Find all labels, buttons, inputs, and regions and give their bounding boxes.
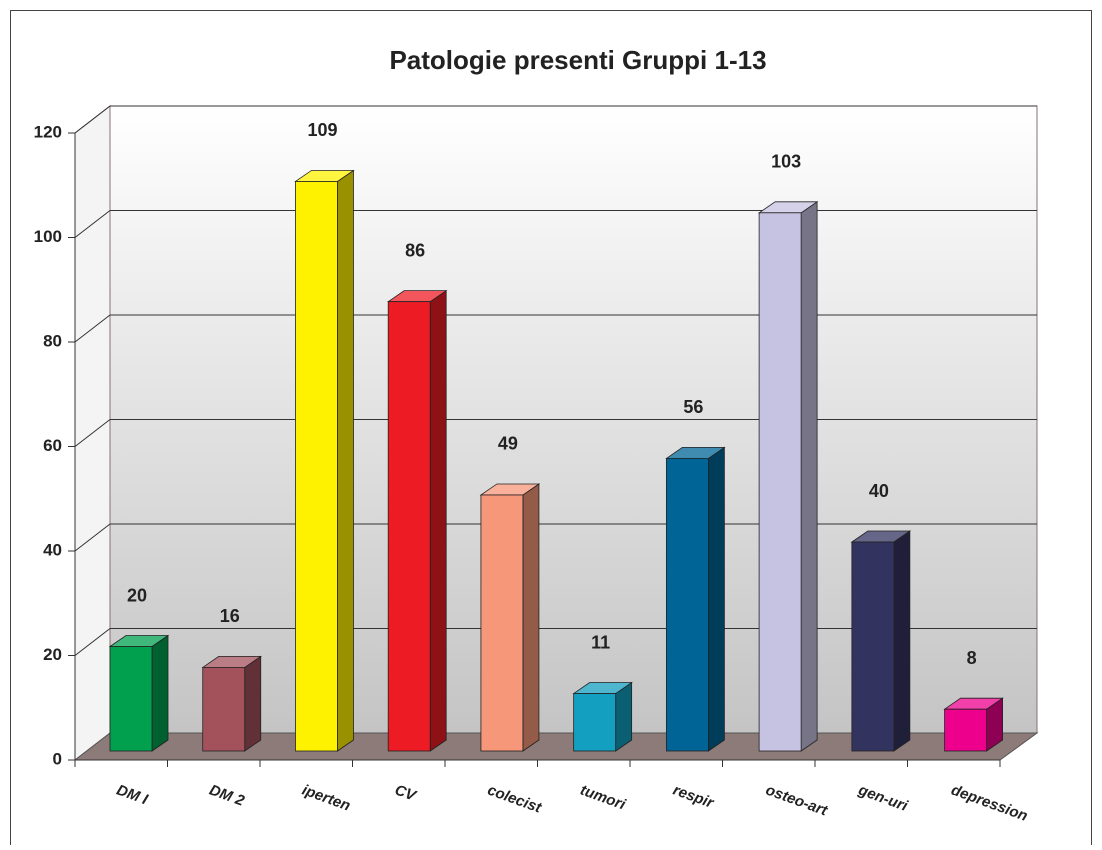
- bar-side: [893, 530, 911, 752]
- bar: [665, 457, 709, 752]
- x-tick-label: CV: [392, 782, 419, 806]
- y-tick-label: 20: [43, 645, 62, 664]
- bar-side: [800, 201, 818, 752]
- y-tick-label: 40: [43, 540, 62, 559]
- value-label: 49: [498, 434, 518, 454]
- bar-side: [429, 289, 447, 752]
- grid-line: [74, 419, 111, 447]
- y-tick-label: 80: [43, 331, 62, 350]
- value-label: 20: [127, 585, 147, 605]
- value-label: 16: [220, 606, 240, 626]
- value-label: 40: [869, 481, 889, 501]
- value-label: 56: [683, 397, 703, 417]
- grid-line: [74, 314, 111, 343]
- value-label: 86: [405, 240, 425, 260]
- y-tick-label: 100: [34, 227, 62, 246]
- y-tick-label: 0: [53, 749, 62, 768]
- bar: [295, 181, 338, 752]
- bar-side: [337, 169, 354, 752]
- grid-line: [74, 523, 111, 552]
- bar-side: [522, 483, 540, 752]
- chart-title: Patologie presenti Gruppi 1-13: [389, 45, 766, 75]
- bar: [109, 646, 153, 752]
- bar-side: [615, 681, 633, 752]
- bar: [573, 693, 617, 752]
- grid-line: [74, 628, 111, 656]
- bar-side: [707, 446, 725, 752]
- grid-line: [74, 210, 111, 238]
- bar: [758, 212, 802, 752]
- value-label: 103: [771, 152, 801, 172]
- bar: [202, 667, 246, 752]
- value-label: 11: [591, 632, 610, 652]
- bar-side: [244, 655, 262, 752]
- bar: [944, 708, 987, 752]
- bar-side: [151, 634, 169, 752]
- value-label: 109: [307, 120, 337, 140]
- bar: [851, 541, 895, 752]
- y-tick-label: 60: [43, 436, 62, 455]
- y-tick-label: 120: [34, 122, 62, 141]
- bar: [387, 301, 431, 752]
- value-label: 8: [967, 648, 977, 668]
- bar: [480, 494, 524, 752]
- grid-line: [74, 105, 111, 134]
